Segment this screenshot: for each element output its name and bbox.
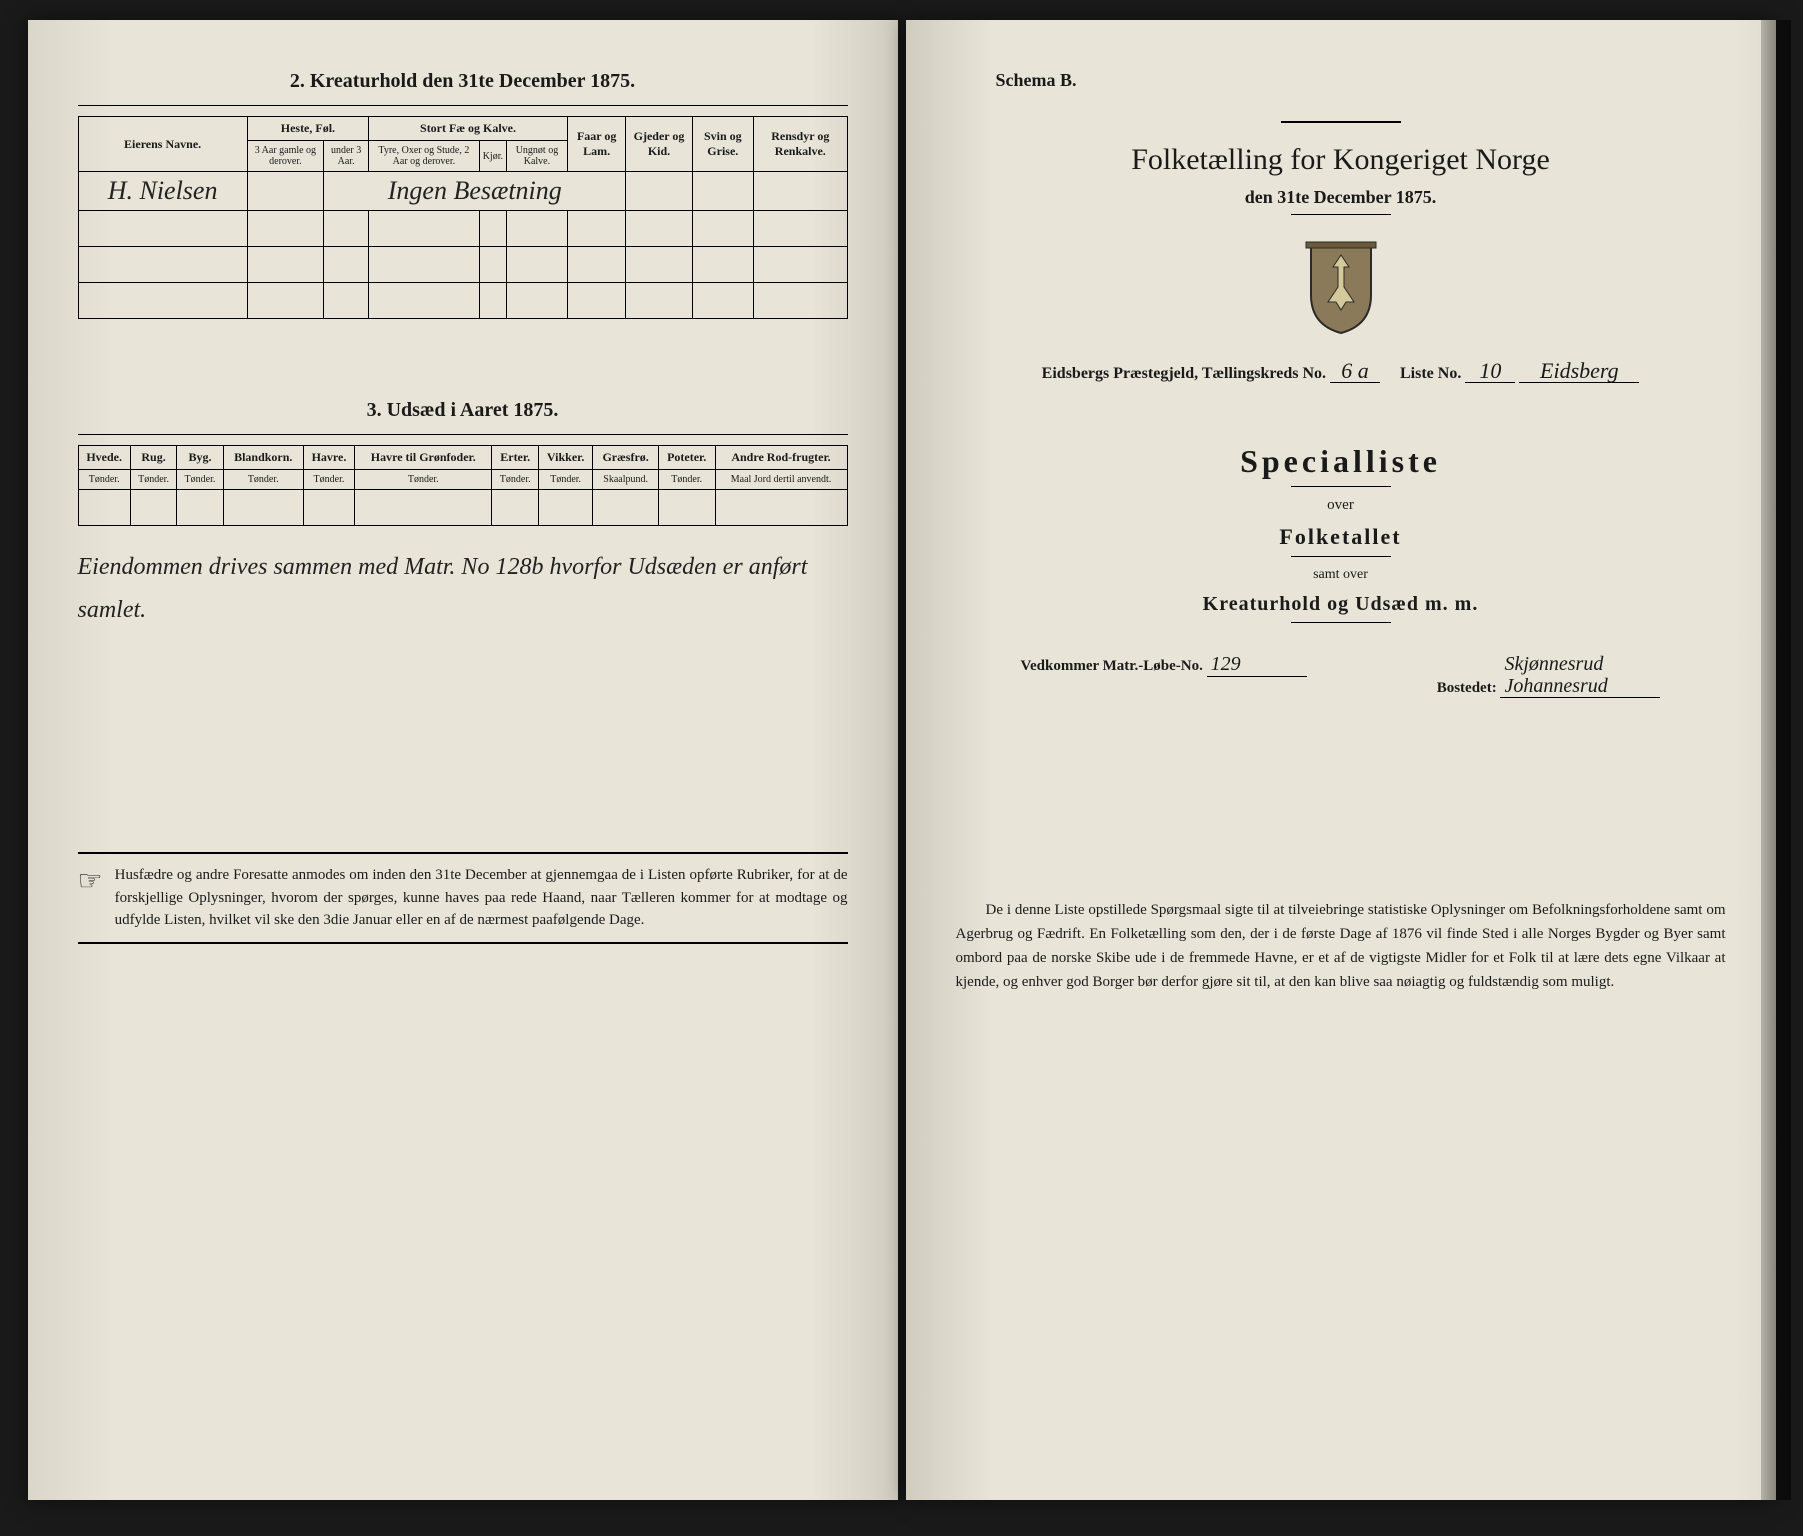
bosted-value: Skjønnesrud Johannesrud — [1500, 653, 1660, 698]
matr-no: 129 — [1207, 653, 1307, 677]
coat-of-arms-icon — [1301, 240, 1381, 335]
vedkommer-line: Vedkommer Matr.-Løbe-No. 129 Bostedet: S… — [956, 653, 1726, 698]
col-svin: Svin og Grise. — [692, 117, 754, 172]
rule — [1291, 214, 1391, 215]
section2-title: 2. Kreaturhold den 31te December 1875. — [78, 70, 848, 93]
district-line: Eidsbergs Præstegjeld, Tællingskreds No.… — [956, 360, 1726, 383]
rule — [78, 105, 848, 106]
district-label: Præstegjeld, Tællingskreds No. — [1113, 365, 1326, 382]
left-page: 2. Kreaturhold den 31te December 1875. E… — [28, 20, 898, 1500]
handwritten-note: Eiendommen drives sammen med Matr. No 12… — [78, 546, 848, 632]
owner-name: H. Nielsen — [78, 172, 247, 211]
table-row — [78, 283, 847, 319]
col-havre: Havre. — [303, 446, 354, 470]
specialliste-title: Specialliste — [956, 443, 1726, 480]
col-rensdyr: Rensdyr og Renkalve. — [754, 117, 847, 172]
col-poteter: Poteter. — [658, 446, 715, 470]
table-row — [78, 247, 847, 283]
col-graes: Græsfrø. — [593, 446, 658, 470]
col-gjeder: Gjeder og Kid. — [626, 117, 692, 172]
kreatur-label: Kreaturhold og Udsæd m. m. — [956, 593, 1726, 616]
bostedet-label: Bostedet: — [1437, 680, 1497, 696]
bottom-paragraph: De i denne Liste opstillede Spørgsmaal s… — [956, 898, 1726, 994]
schema-label: Schema B. — [996, 70, 1726, 91]
sub-title: den 31te December 1875. — [956, 187, 1726, 208]
sub-heste2: under 3 Aar. — [324, 141, 369, 172]
samt-label: samt over — [956, 567, 1726, 583]
rule — [1291, 556, 1391, 557]
col-havregron: Havre til Grønfoder. — [355, 446, 492, 470]
table-kreaturhold: Eierens Navne. Heste, Føl. Stort Fæ og K… — [78, 116, 848, 319]
right-page: Schema B. Folketælling for Kongeriget No… — [906, 20, 1776, 1500]
table-row — [78, 211, 847, 247]
col-rod: Andre Rod-frugter. — [715, 446, 847, 470]
table-row — [78, 490, 847, 526]
liste-label: Liste No. — [1400, 365, 1461, 382]
col-erter: Erter. — [492, 446, 538, 470]
rule — [1281, 121, 1401, 123]
rule — [1291, 486, 1391, 487]
entry-text: Ingen Besætning — [324, 172, 626, 211]
table-row: H. Nielsen Ingen Besætning — [78, 172, 847, 211]
col-eier: Eierens Navne. — [78, 117, 247, 172]
district-prefix: Eidsbergs — [1042, 365, 1110, 382]
col-byg: Byg. — [177, 446, 223, 470]
liste-no: 10 — [1465, 360, 1515, 383]
over-label: over — [956, 497, 1726, 514]
table-udsaed: Hvede. Rug. Byg. Blandkorn. Havre. Havre… — [78, 445, 848, 526]
special-block: Specialliste over Folketallet samt over … — [956, 443, 1726, 623]
sub-ungnot: Ungnøt og Kalve. — [506, 141, 567, 172]
pointing-hand-icon: ☞ — [78, 864, 103, 932]
rule — [78, 434, 848, 435]
folketallet-label: Folketallet — [956, 524, 1726, 550]
col-bland: Blandkorn. — [223, 446, 303, 470]
kreds-no: 6 a — [1330, 360, 1380, 383]
liste-place: Eidsberg — [1519, 360, 1639, 383]
sub-kjor: Kjør. — [479, 141, 506, 172]
footnote-text: Husfædre og andre Foresatte anmodes om i… — [115, 864, 848, 932]
rule — [1291, 622, 1391, 623]
main-title: Folketælling for Kongeriget Norge — [956, 143, 1726, 177]
sub-heste1: 3 Aar gamle og derover. — [247, 141, 323, 172]
col-heste: Heste, Føl. — [247, 117, 368, 141]
sub-tyre: Tyre, Oxer og Stude, 2 Aar og derover. — [369, 141, 480, 172]
col-hvede: Hvede. — [78, 446, 130, 470]
vedkommer-label: Vedkommer Matr.-Løbe-No. — [1021, 658, 1203, 674]
footnote-box: ☞ Husfædre og andre Foresatte anmodes om… — [78, 852, 848, 944]
col-rug: Rug. — [130, 446, 176, 470]
col-faar: Faar og Lam. — [567, 117, 626, 172]
col-stortfae: Stort Fæ og Kalve. — [369, 117, 568, 141]
col-vikker: Vikker. — [538, 446, 593, 470]
section3-title: 3. Udsæd i Aaret 1875. — [78, 399, 848, 422]
